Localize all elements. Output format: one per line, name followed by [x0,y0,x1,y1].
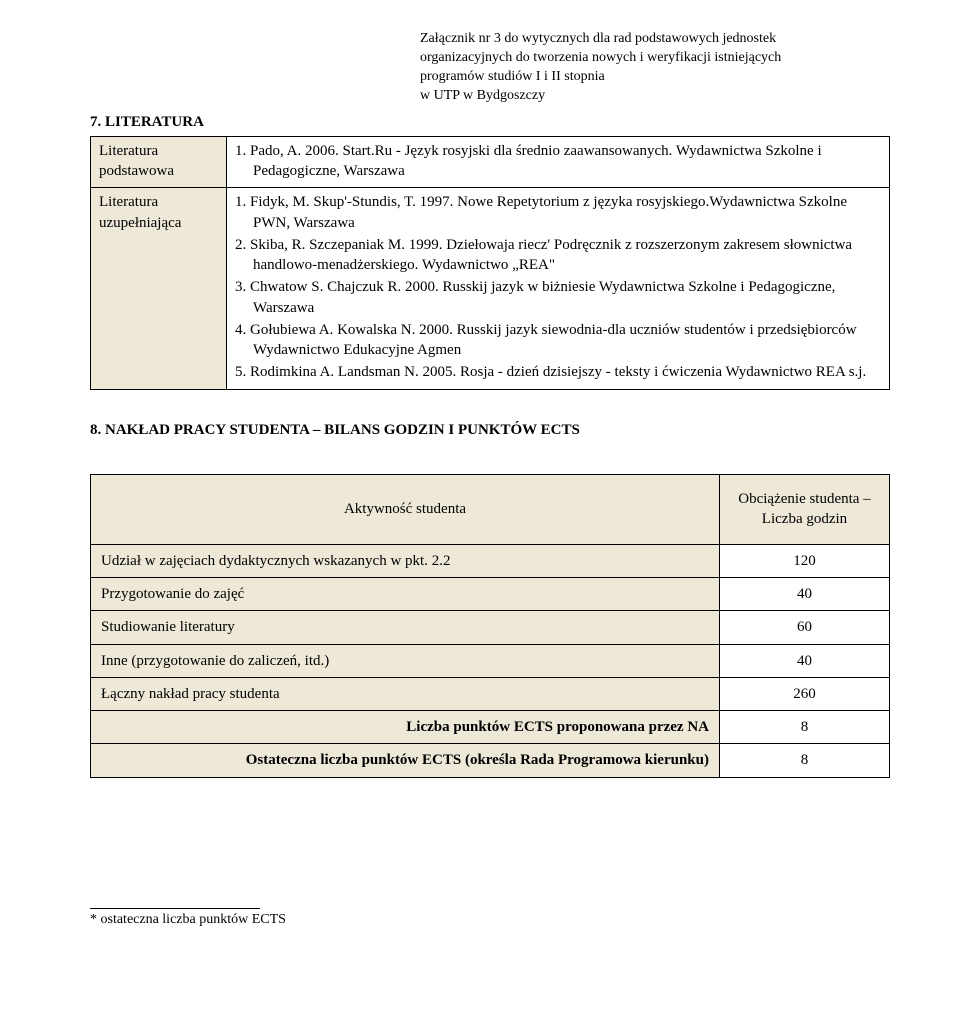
ects-table: Aktywność studenta Obciążenie studenta –… [90,474,890,778]
row-value: 260 [720,677,890,710]
table-header-row: Aktywność studenta Obciążenie studenta –… [91,474,890,544]
table-row: Łączny nakład pracy studenta 260 [91,677,890,710]
table-row: Literatura podstawowa 1. Pado, A. 2006. … [91,136,890,188]
reference-item: 3. Chwatow S. Chajczuk R. 2000. Russkij … [235,277,881,318]
proposed-label: Liczba punktów ECTS proponowana przez NA [91,711,720,744]
table-row: Literatura uzupełniająca 1. Fidyk, M. Sk… [91,188,890,389]
table-row: Przygotowanie do zajęć 40 [91,578,890,611]
row-label: Studiowanie literatury [91,611,720,644]
footnote-text: ostateczna liczba punktów ECTS [97,912,286,927]
final-label: Ostateczna liczba punktów ECTS (określa … [91,744,720,777]
row-value: 60 [720,611,890,644]
table-row: Udział w zajęciach dydaktycznych wskazan… [91,544,890,577]
row-value: 120 [720,544,890,577]
table-row: Liczba punktów ECTS proponowana przez NA… [91,711,890,744]
footnote-rule [90,908,260,909]
table-row: Inne (przygotowanie do zaliczeń, itd.) 4… [91,644,890,677]
note-line: programów studiów I i II stopnia [420,68,890,87]
footnote: * ostateczna liczba punktów ECTS [90,908,890,930]
row-label: Przygotowanie do zajęć [91,578,720,611]
reference-item: 5. Rodimkina A. Landsman N. 2005. Rosja … [235,362,881,382]
note-line: Załącznik nr 3 do wytycznych dla rad pod… [420,30,890,49]
row-content: 1. Fidyk, M. Skup'-Stundis, T. 1997. Now… [227,188,890,389]
row-label: Inne (przygotowanie do zaliczeń, itd.) [91,644,720,677]
table-row: Studiowanie literatury 60 [91,611,890,644]
load-header: Obciążenie studenta – Liczba godzin [720,474,890,544]
reference-item: 4. Gołubiewa A. Kowalska N. 2000. Russki… [235,320,881,361]
row-label: Literatura uzupełniająca [91,188,227,389]
note-line: organizacyjnych do tworzenia nowych i we… [420,49,890,68]
final-value: 8 [720,744,890,777]
reference-item: 2. Skiba, R. Szczepaniak M. 1999. Dzieło… [235,235,881,276]
literature-table: Literatura podstawowa 1. Pado, A. 2006. … [90,136,890,390]
table-row: Ostateczna liczba punktów ECTS (określa … [91,744,890,777]
row-value: 40 [720,578,890,611]
row-label: Udział w zajęciach dydaktycznych wskazan… [91,544,720,577]
note-line: w UTP w Bydgoszczy [420,87,890,106]
activity-header: Aktywność studenta [91,474,720,544]
row-content: 1. Pado, A. 2006. Start.Ru - Język rosyj… [227,136,890,188]
proposed-value: 8 [720,711,890,744]
section-8-title: 8. NAKŁAD PRACY STUDENTA – BILANS GODZIN… [90,420,890,440]
attachment-note: Załącznik nr 3 do wytycznych dla rad pod… [420,30,890,106]
footnote-marker: * [90,912,97,927]
row-label: Łączny nakład pracy studenta [91,677,720,710]
reference-item: 1. Fidyk, M. Skup'-Stundis, T. 1997. Now… [235,192,881,233]
load-header-line: Liczba godzin [762,511,847,527]
reference-item: 1. Pado, A. 2006. Start.Ru - Język rosyj… [235,141,881,182]
row-value: 40 [720,644,890,677]
load-header-line: Obciążenie studenta – [738,491,870,507]
row-label: Literatura podstawowa [91,136,227,188]
section-7-title: 7. LITERATURA [90,112,890,132]
